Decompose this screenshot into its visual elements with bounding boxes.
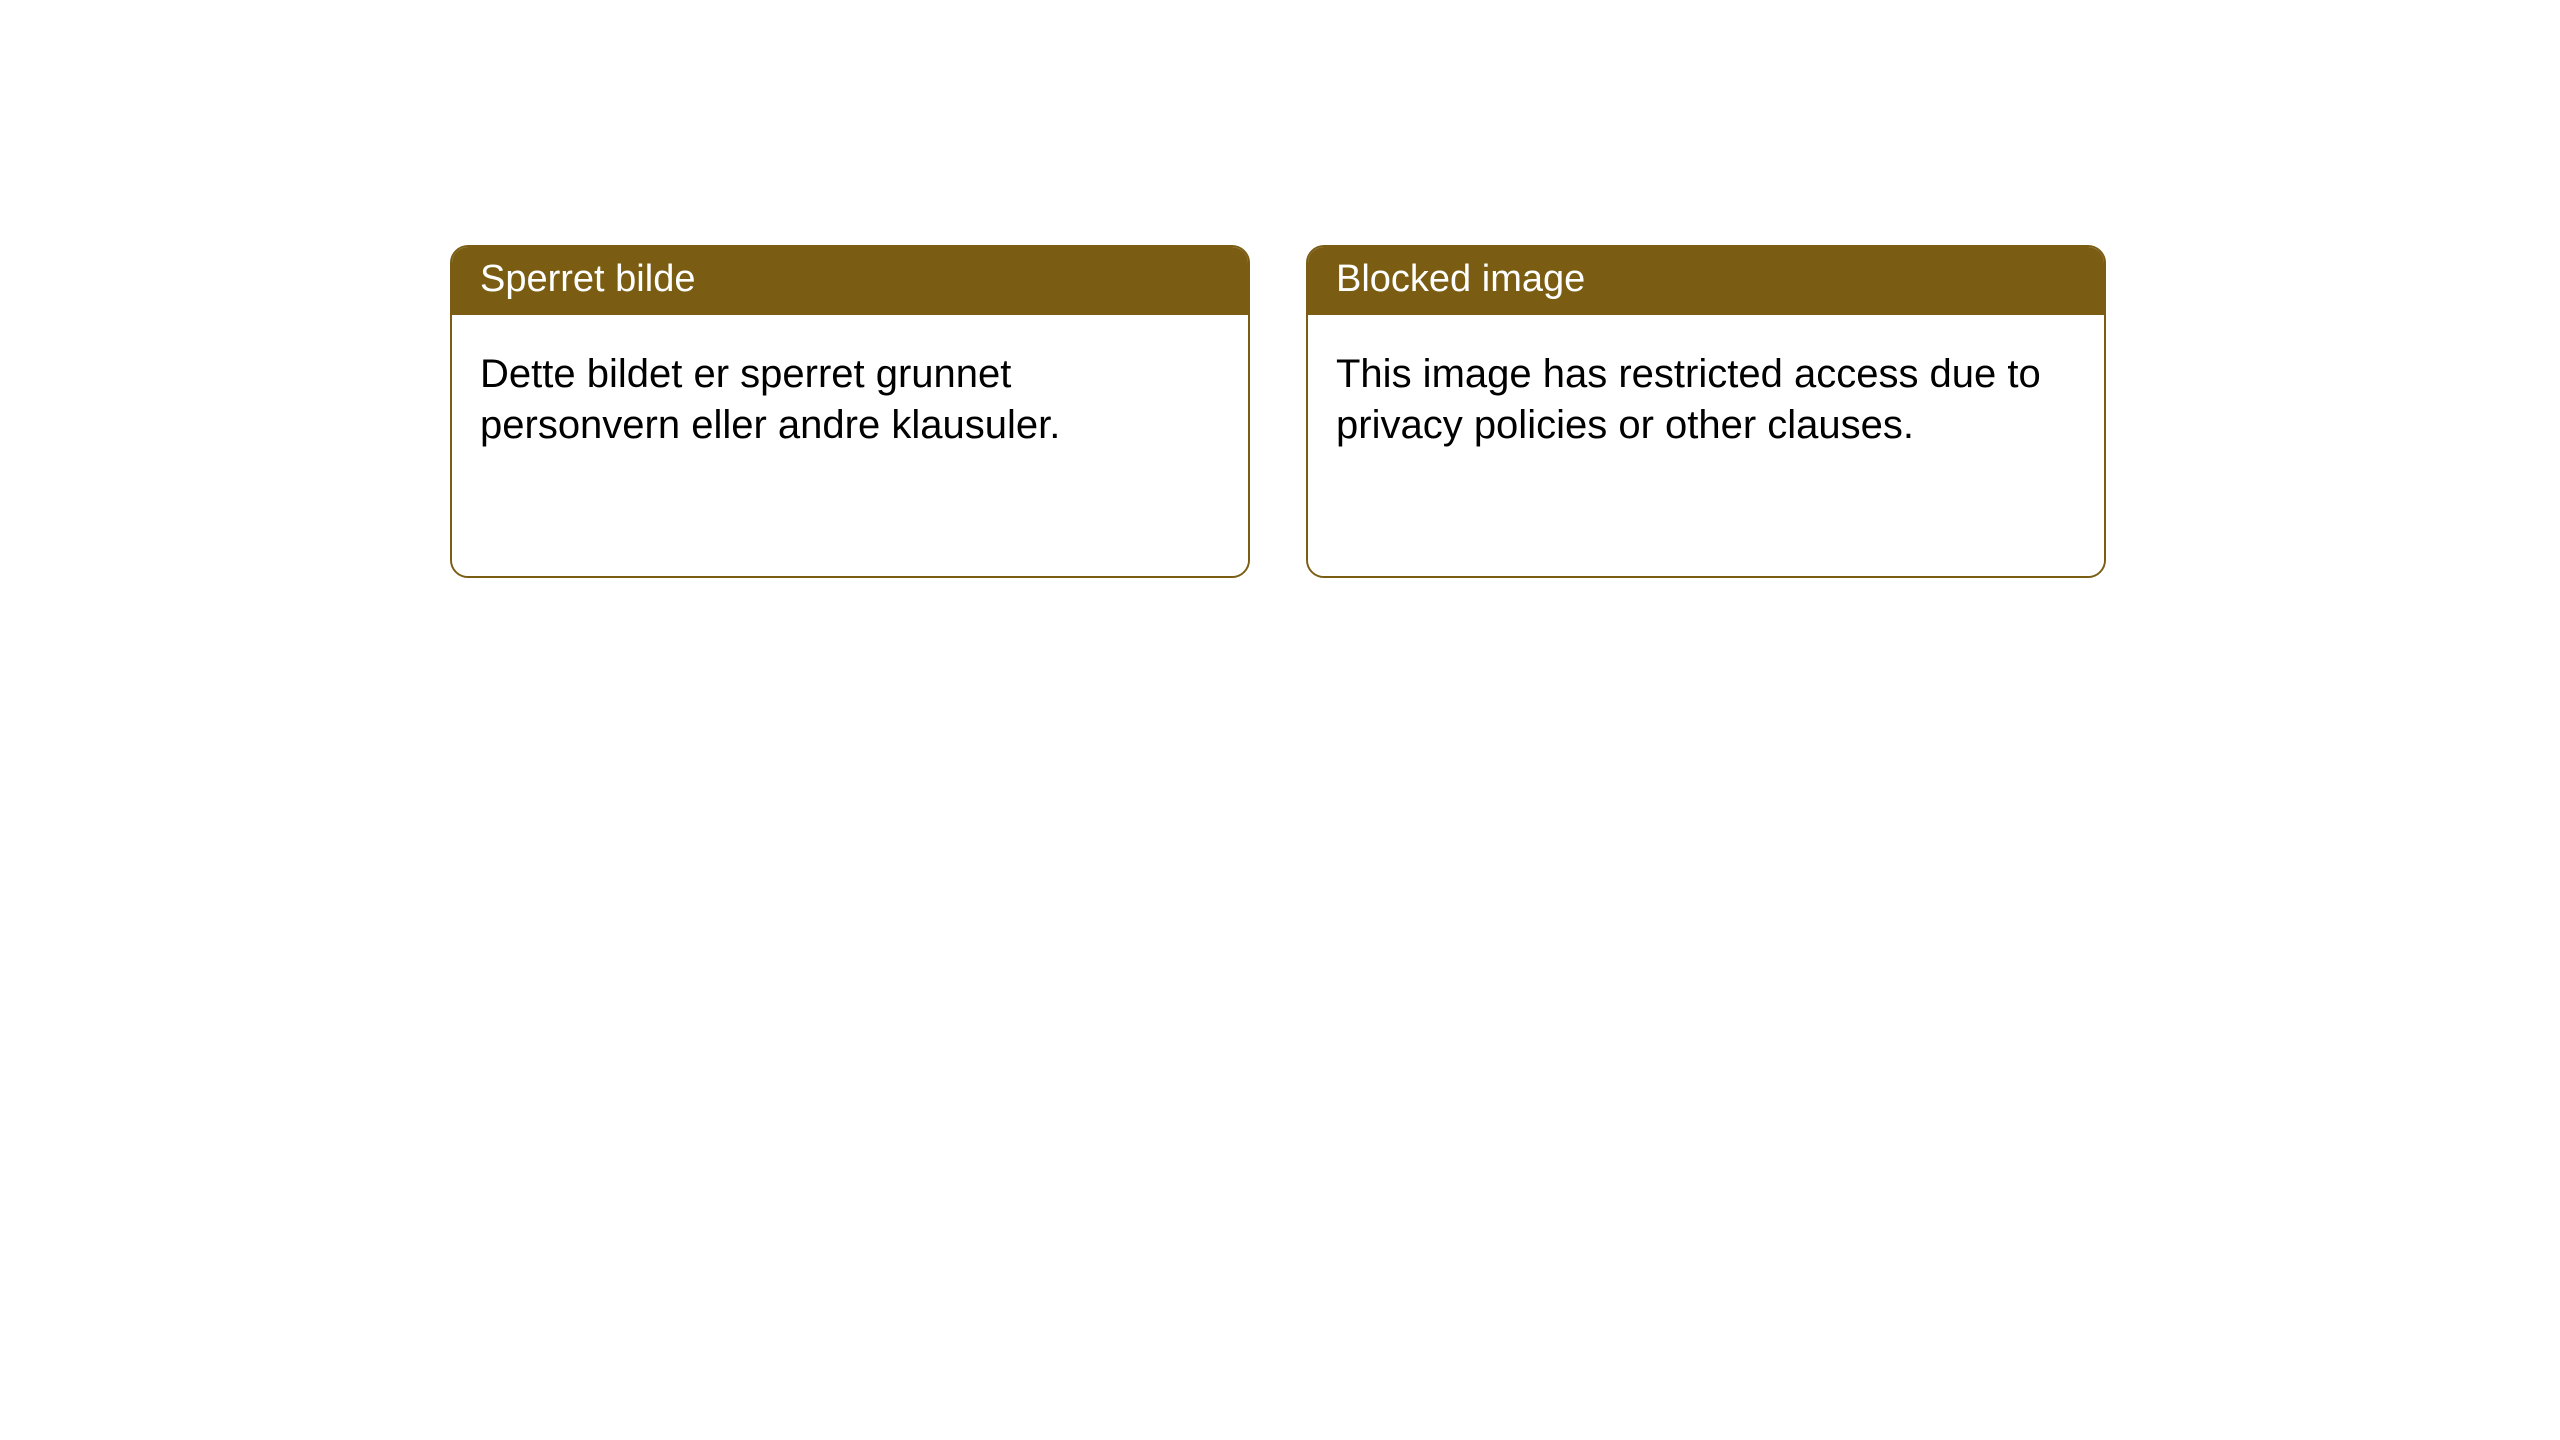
notice-title: Blocked image: [1308, 247, 2104, 315]
notice-container: Sperret bilde Dette bildet er sperret gr…: [0, 0, 2560, 578]
notice-title: Sperret bilde: [452, 247, 1248, 315]
notice-card-norwegian: Sperret bilde Dette bildet er sperret gr…: [450, 245, 1250, 578]
notice-body: Dette bildet er sperret grunnet personve…: [452, 315, 1248, 576]
notice-body: This image has restricted access due to …: [1308, 315, 2104, 576]
notice-card-english: Blocked image This image has restricted …: [1306, 245, 2106, 578]
